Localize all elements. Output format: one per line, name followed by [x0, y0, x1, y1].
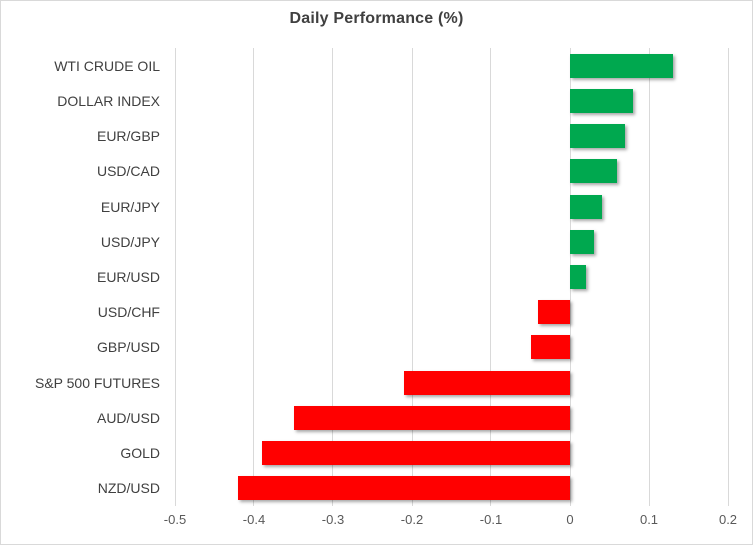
category-label: EUR/GBP [96, 128, 160, 145]
bar-row [175, 224, 728, 259]
bar-negative [261, 441, 570, 466]
category-label: GBP/USD [96, 339, 160, 356]
category-label: USD/CAD [96, 163, 160, 180]
bar-row [175, 330, 728, 365]
bar-rows [175, 48, 728, 506]
bar-positive [570, 265, 586, 290]
bar-row [175, 48, 728, 83]
x-axis: -0.5 -0.4 -0.3 -0.2 -0.1 0 0.1 0.2 [164, 512, 737, 532]
bar-negative [538, 300, 570, 325]
bar-positive [570, 53, 673, 78]
gridline [648, 48, 650, 506]
bar-negative [293, 405, 570, 430]
gridline [332, 48, 334, 506]
gridline [253, 48, 255, 506]
bar-negative [404, 370, 570, 395]
gridline [490, 48, 492, 506]
gridline [727, 48, 729, 506]
x-tick-label: -0.1 [479, 512, 503, 527]
category-label: EUR/JPY [100, 198, 160, 215]
bar-row [175, 83, 728, 118]
category-label: EUR/USD [96, 269, 160, 286]
x-tick-label: -0.4 [242, 512, 266, 527]
x-tick-label: -0.5 [163, 512, 187, 527]
chart-title: Daily Performance (%) [289, 10, 464, 27]
bar-positive [570, 88, 634, 113]
category-label: DOLLAR INDEX [57, 92, 160, 109]
x-tick-label: 0.1 [639, 512, 659, 527]
bar-row [175, 365, 728, 400]
category-axis: WTI CRUDE OIL DOLLAR INDEX EUR/GBP USD/CAD E… [1, 48, 168, 506]
bar-positive [570, 124, 626, 149]
bar-row [175, 189, 728, 224]
category-label: AUD/USD [96, 409, 160, 426]
category-label: USD/JPY [100, 233, 160, 250]
bar-row [175, 295, 728, 330]
gridline [174, 48, 176, 506]
x-tick-label: -0.2 [400, 512, 424, 527]
category-label: WTI CRUDE OIL [54, 57, 160, 74]
bar-negative [530, 335, 570, 360]
bar-positive [570, 229, 594, 254]
category-label: USD/CHF [97, 304, 160, 321]
category-label: S&P 500 FUTURES [34, 374, 160, 391]
bar-negative [238, 476, 570, 501]
category-label: GOLD [120, 445, 160, 462]
x-tick-label: 0 [566, 512, 574, 527]
bar-row [175, 471, 728, 506]
bar-row [175, 400, 728, 435]
category-label: NZD/USD [97, 480, 160, 497]
bar-row [175, 436, 728, 471]
bar-row [175, 118, 728, 153]
bar-row [175, 154, 728, 189]
plot-area [174, 48, 729, 506]
bar-positive [570, 159, 618, 184]
x-tick-label: -0.3 [321, 512, 345, 527]
x-tick-label: 0.2 [718, 512, 738, 527]
gridline [411, 48, 413, 506]
bar-row [175, 259, 728, 294]
bar-positive [570, 194, 602, 219]
